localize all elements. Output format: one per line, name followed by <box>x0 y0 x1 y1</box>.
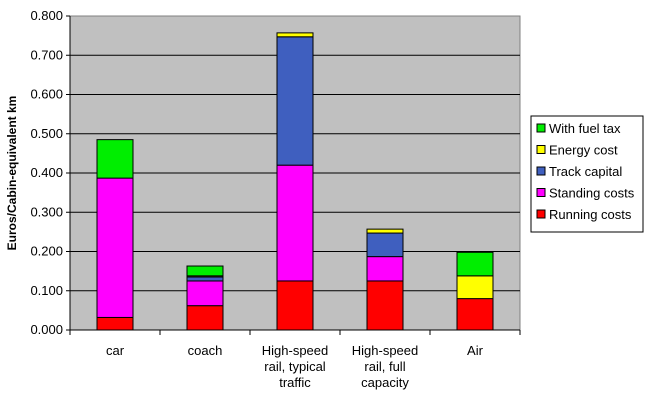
bar-segment <box>456 298 494 331</box>
y-tick-label: 0.200 <box>30 244 63 259</box>
y-tick-label: 0.100 <box>30 283 63 298</box>
bar-segment <box>186 305 224 331</box>
x-category-label: Air <box>467 343 484 358</box>
x-category-label: High-speed rail, typical traffic <box>262 343 329 390</box>
bar-segment <box>456 275 494 300</box>
bar-segment <box>276 280 314 331</box>
x-category-label: coach <box>188 343 223 358</box>
bar-segment <box>366 232 404 258</box>
bar-segment <box>186 265 224 277</box>
bar-segment <box>96 316 134 331</box>
legend-label: With fuel tax <box>549 121 621 136</box>
bar-segment <box>276 32 314 38</box>
bar-segment <box>456 251 494 277</box>
legend-label: Energy cost <box>549 143 618 158</box>
x-category-label: High-speed rail, full capacity <box>352 343 419 390</box>
legend-swatch <box>536 166 546 176</box>
legend-swatch <box>536 145 546 154</box>
legend-swatch <box>536 209 546 219</box>
legend-swatch <box>536 188 546 197</box>
bar-segment <box>366 228 404 234</box>
bar-segment <box>186 276 224 282</box>
bar-segment <box>276 164 314 282</box>
y-axis-title: Euros/Cabin-equivalent km <box>5 96 19 251</box>
axes: 0.000 0.100 0.200 0.300 0.400 0.500 0.600 0.700… <box>30 8 521 390</box>
y-tick-label: 0.400 <box>30 165 63 180</box>
legend-label: Standing costs <box>549 186 635 201</box>
y-tick-label: 0.800 <box>30 8 63 23</box>
legend-box <box>530 115 644 233</box>
y-tick-label: 0.500 <box>30 126 63 141</box>
y-tick-label: 0.600 <box>30 87 63 102</box>
y-tick-label: 0.000 <box>30 322 63 337</box>
bar-segment <box>96 139 134 179</box>
bar-segment <box>186 280 224 307</box>
legend-label: Running costs <box>549 207 632 222</box>
bar-segment <box>366 256 404 282</box>
bar-segment <box>276 36 314 166</box>
legend-swatch <box>536 123 546 133</box>
bar-segment <box>366 280 404 331</box>
legend-label: Track capital <box>549 164 622 179</box>
y-tick-label: 0.700 <box>30 47 63 62</box>
x-category-label: car <box>106 343 125 358</box>
bar-segment <box>96 177 134 318</box>
legend: With fuel tax Energy cost Track capital Sta… <box>530 115 644 233</box>
y-tick-label: 0.300 <box>30 204 63 219</box>
bars <box>96 32 494 331</box>
